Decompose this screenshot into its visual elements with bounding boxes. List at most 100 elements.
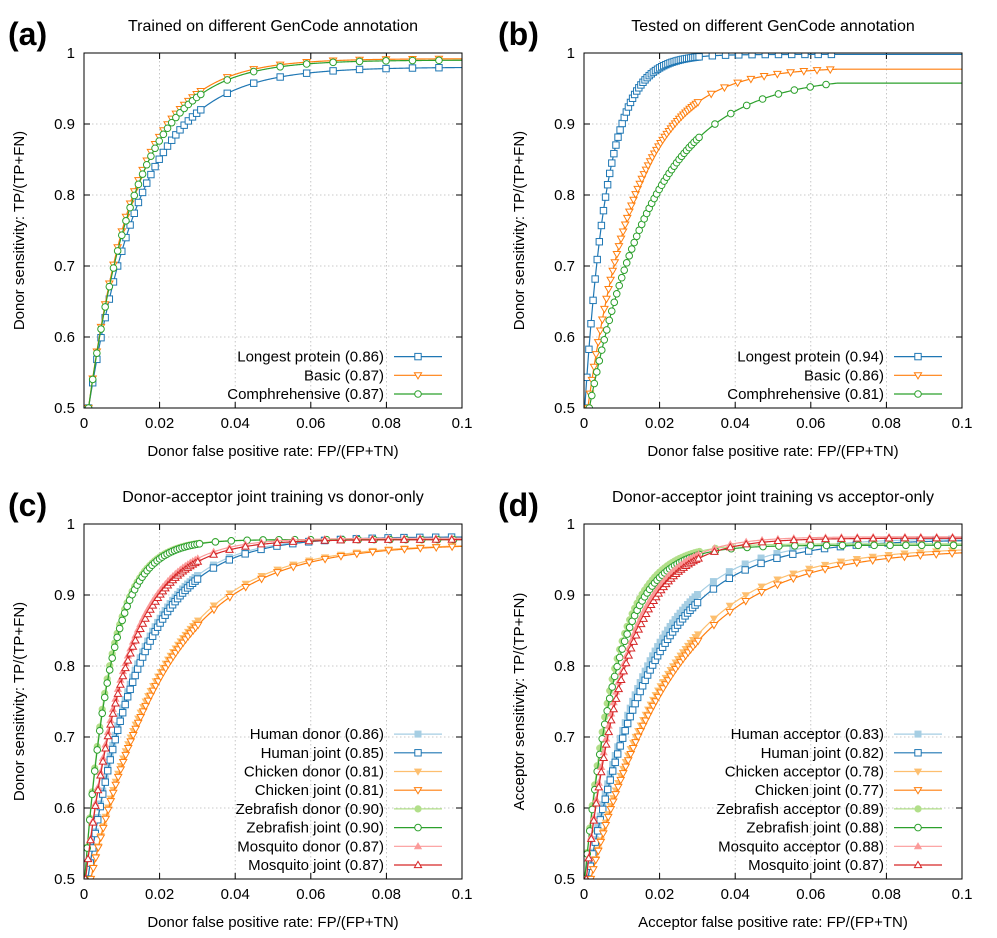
data-point [120,609,129,617]
data-point [151,682,161,691]
chart-panel-c: (c) Donor-acceptor joint training vs dono… [8,487,472,931]
data-point [611,694,621,702]
data-point [601,795,609,803]
legend-marker [914,730,922,738]
series-8 [84,535,462,879]
data-point [741,597,751,606]
y-tick-label: 0.8 [54,658,75,675]
legend-marker [414,352,422,361]
data-point [820,561,830,569]
data-point [590,379,599,388]
legend-marker [414,805,422,813]
data-point [614,684,624,693]
y-tick-label: 0.5 [554,871,575,888]
data-point [812,67,822,75]
data-point [601,739,611,748]
data-point [626,712,634,721]
data-point [93,349,101,357]
chart-panel-b: (b) Tested on different GenCode annotatio… [498,16,972,460]
data-point [636,619,646,628]
data-point [610,259,620,267]
data-point [250,79,258,87]
data-point [588,866,598,874]
y-tick-label: 0.7 [54,258,75,275]
data-point [101,313,109,322]
data-point [589,815,599,824]
legend-entry: Zebrafish joint (0.90) [246,820,442,837]
data-point [103,731,113,740]
data-point [933,541,942,550]
y-tick-label: 1 [67,45,75,62]
data-point [587,320,595,328]
data-point [209,564,218,572]
data-point [621,763,631,772]
data-point [134,180,143,189]
data-point [948,533,958,542]
data-point [415,535,425,543]
data-point [97,325,105,333]
data-point [302,60,311,68]
legend: Longest protein (0.94)Basic (0.86) Comphr… [727,349,942,403]
data-point [586,834,596,842]
data-point [735,53,743,59]
data-point [146,692,156,701]
x-axis-label: Donor false positive rate: FP/(FP+TN) [147,443,398,460]
data-point [88,817,98,826]
legend-label: Basic (0.86) [804,367,884,384]
data-point [605,694,614,703]
data-point [899,553,909,562]
data-point [902,541,910,550]
data-point [624,208,634,217]
legend-entry: Basic (0.86) [804,367,942,384]
data-point [790,541,799,550]
data-point [636,728,646,736]
data-point [614,133,622,141]
data-point [597,221,606,230]
data-point [111,781,121,790]
data-point [599,305,609,314]
data-point [184,117,193,125]
data-point [408,64,417,72]
data-point [587,391,596,400]
y-tick-label: 0.7 [554,258,575,275]
data-point [225,556,234,564]
data-point [90,767,99,775]
data-point [596,767,606,776]
y-tick-label: 0.9 [54,587,75,604]
data-point [151,162,159,171]
data-point [197,106,205,114]
legend-entry: Mosquito acceptor (0.88) [718,838,942,855]
data-point [852,555,861,564]
legend-label: Zebrafish donor (0.90) [236,801,384,818]
data-point [916,533,926,542]
x-tick-label: 0.02 [145,886,174,903]
data-point [336,553,346,561]
data-point [648,702,658,711]
data-point [629,637,639,645]
legend-marker [414,823,422,832]
data-point [209,602,219,610]
plot-area [584,532,962,879]
data-point [133,665,142,673]
data-point [641,717,651,726]
data-point [595,357,604,365]
data-point [789,570,798,578]
data-point [644,604,654,613]
data-point [603,181,612,189]
x-tick-label: 0.04 [221,886,250,903]
series-1 [584,53,962,408]
legend-marker [413,372,423,380]
y-tick-label: 0.6 [554,329,575,346]
data-point [147,170,155,179]
data-point [352,550,362,559]
data-point [101,778,109,786]
data-point [148,687,158,696]
data-point [618,119,626,128]
y-tick-label: 0.5 [554,400,575,417]
data-point [126,203,134,212]
data-point [172,131,180,139]
y-tick-label: 0.9 [54,116,75,133]
legend-entry: Zebrafish acceptor (0.89) [716,801,942,818]
data-point [627,245,636,253]
